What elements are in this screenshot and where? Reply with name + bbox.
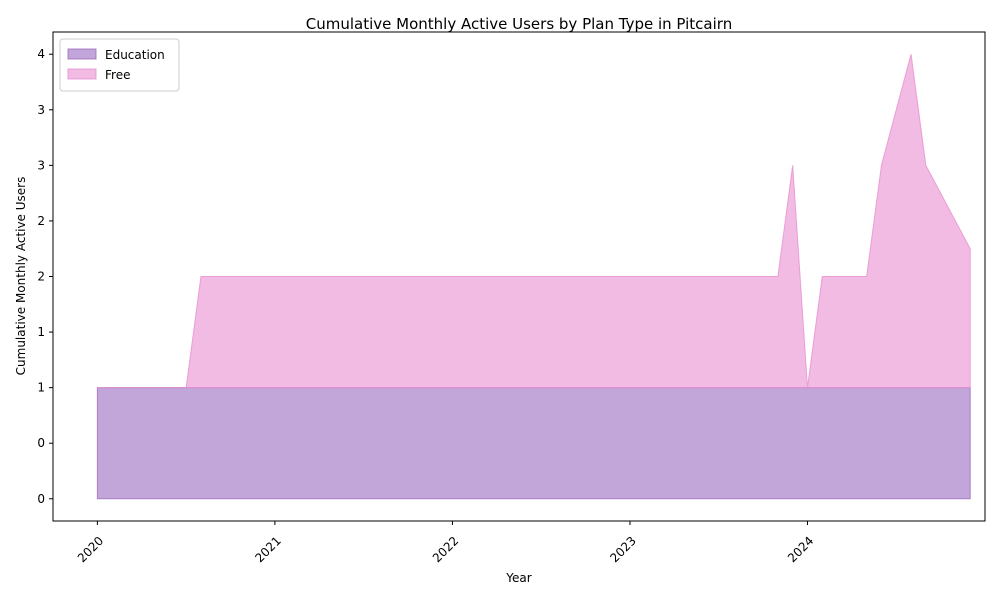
x-tick-label: 2023 [607, 534, 638, 565]
y-tick-label: 1 [37, 381, 45, 395]
legend-label-free: Free [105, 68, 130, 82]
y-axis: 0 0 1 1 2 2 3 3 4 [37, 47, 53, 506]
y-axis-label: Cumulative Monthly Active Users [14, 177, 28, 376]
y-tick-label: 0 [37, 492, 45, 506]
x-tick-label: 2024 [785, 534, 816, 565]
legend-box [59, 38, 180, 92]
x-tick-label: 2020 [75, 534, 106, 565]
legend: Education Free [59, 38, 180, 92]
y-tick-label: 1 [37, 325, 45, 339]
x-axis-label: Year [505, 571, 531, 585]
area-education [96, 387, 971, 500]
area-layer [96, 54, 971, 500]
x-tick-label: 2021 [252, 534, 283, 565]
y-tick-label: 3 [37, 103, 45, 117]
y-tick-label: 2 [37, 214, 45, 228]
chart-title: Cumulative Monthly Active Users by Plan … [306, 15, 732, 33]
y-tick-label: 0 [37, 436, 45, 450]
x-axis: 2020 2021 2022 2023 2024 [75, 521, 816, 565]
legend-swatch-free [67, 68, 97, 80]
legend-label-education: Education [105, 48, 165, 62]
area-free [97, 54, 971, 389]
y-tick-label: 4 [37, 47, 45, 61]
y-tick-label: 3 [37, 158, 45, 172]
legend-swatch-education [67, 48, 97, 60]
x-tick-label: 2022 [430, 534, 461, 565]
y-tick-label: 2 [37, 270, 45, 284]
